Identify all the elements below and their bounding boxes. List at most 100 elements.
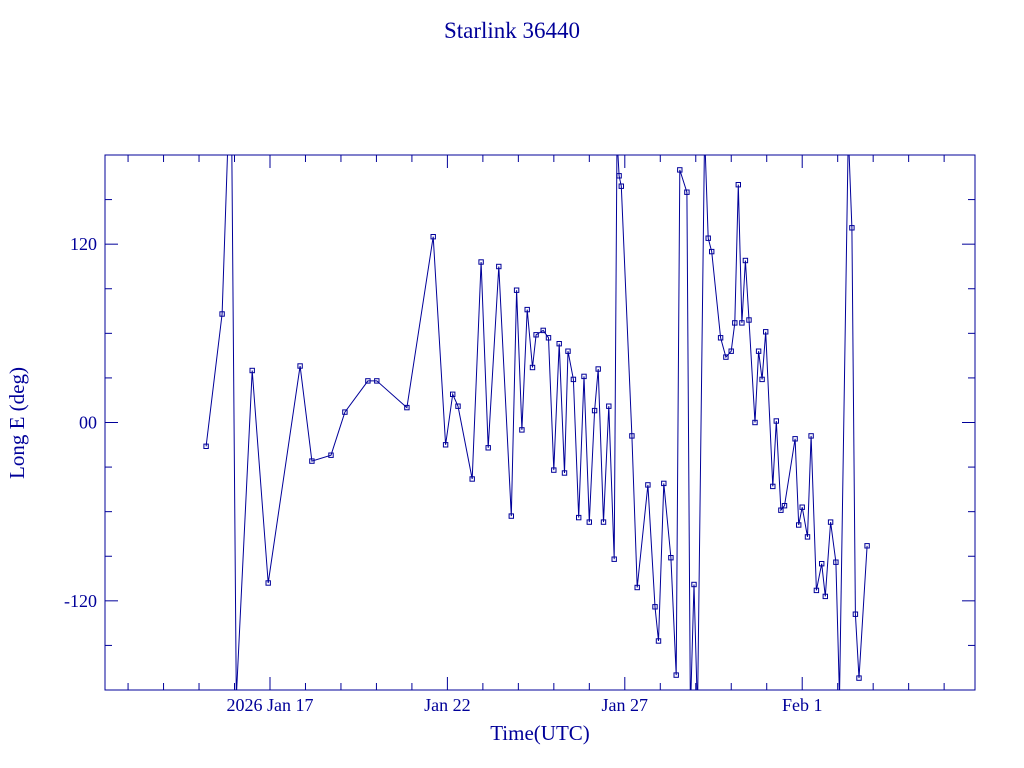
- data-point-marker: [661, 480, 667, 487]
- data-point-marker: [606, 403, 612, 409]
- data-point-marker: [813, 587, 820, 594]
- data-point-marker: [763, 329, 769, 335]
- data-point-marker: [856, 675, 862, 681]
- data-point-marker: [219, 311, 225, 317]
- data-point-marker: [600, 519, 607, 525]
- data-point-marker: [249, 367, 255, 374]
- data-point-marker: [328, 452, 334, 458]
- data-point-marker: [709, 248, 715, 255]
- data-point-marker: [773, 418, 779, 424]
- data-point-marker: [808, 433, 814, 439]
- data-point-marker: [595, 366, 601, 372]
- data-point-marker: [684, 189, 690, 195]
- data-point-marker: [778, 507, 784, 513]
- data-point-marker: [742, 257, 749, 264]
- data-point-marker: [616, 173, 622, 179]
- data-point-marker: [819, 561, 825, 567]
- data-point-marker: [342, 409, 348, 415]
- data-point-marker: [478, 259, 484, 265]
- data-point-marker: [561, 470, 568, 476]
- data-point-marker: [450, 391, 456, 398]
- data-point-marker: [615, 135, 619, 139]
- data-point-marker: [374, 378, 380, 384]
- x-tick-label: Jan 22: [424, 695, 471, 715]
- data-point-marker: [723, 354, 729, 360]
- data-point-marker: [519, 427, 525, 433]
- data-point-marker: [849, 225, 855, 231]
- data-point-marker: [529, 364, 536, 371]
- data-point-marker: [755, 348, 762, 354]
- data-point-marker: [705, 235, 711, 241]
- data-point-marker: [556, 341, 562, 347]
- data-point-marker: [702, 131, 706, 135]
- data-point-marker: [586, 519, 592, 525]
- data-point-marker: [545, 335, 552, 341]
- data-point-marker: [677, 167, 683, 173]
- data-point-marker: [852, 611, 859, 617]
- y-tick-label: 00: [79, 413, 97, 433]
- data-point-marker: [485, 445, 491, 451]
- data-line: [205, 155, 868, 690]
- data-point-marker: [799, 504, 805, 510]
- data-point-marker: [265, 580, 271, 586]
- data-point-marker: [365, 378, 371, 384]
- data-point-marker: [827, 519, 834, 525]
- data-point-marker: [695, 710, 699, 714]
- data-point-marker: [404, 404, 410, 411]
- data-point-marker: [469, 476, 475, 482]
- data-point-marker: [717, 335, 724, 341]
- data-point-marker: [533, 332, 539, 338]
- data-point-marker: [804, 534, 811, 540]
- data-point-marker: [645, 482, 651, 488]
- data-point-marker: [673, 672, 679, 678]
- data-point-marker: [309, 458, 315, 464]
- data-point-marker: [591, 407, 598, 414]
- data-point-marker: [540, 327, 546, 334]
- data-point-marker: [508, 513, 515, 519]
- data-point-marker: [524, 306, 530, 313]
- data-point-marker: [746, 317, 752, 323]
- data-point-marker: [455, 403, 461, 409]
- data-point-marker: [581, 373, 587, 380]
- data-point-marker: [688, 710, 692, 714]
- data-point-marker: [833, 559, 839, 565]
- axes: 2026 Jan 17 Jan 22 Jan 27 Feb 1 120 00 -120: [64, 154, 976, 715]
- data-point-marker: [652, 604, 658, 610]
- x-tick-label: 2026 Jan 17: [226, 695, 313, 715]
- data-point-marker: [732, 320, 738, 326]
- x-tick-label: Jan 27: [602, 695, 649, 715]
- data-point-marker: [735, 182, 741, 188]
- data-point-marker: [442, 442, 449, 448]
- chart-title: Starlink 36440: [444, 18, 580, 43]
- data-point-marker: [822, 593, 828, 600]
- data-point-marker: [655, 638, 662, 644]
- data-point-marker: [565, 348, 571, 354]
- y-tick-label: 120: [70, 234, 97, 254]
- data-point-marker: [570, 376, 577, 383]
- data-point-marker: [796, 522, 802, 528]
- data-point-marker: [792, 436, 798, 442]
- data-point-marker: [781, 503, 788, 509]
- x-tick-label: Feb 1: [782, 695, 823, 715]
- data-point-marker: [513, 287, 520, 293]
- data-point-marker: [430, 234, 436, 240]
- data-point-marker: [739, 320, 745, 326]
- data-point-marker: [752, 419, 758, 426]
- data-point-marker: [691, 581, 697, 588]
- data-point-marker: [634, 584, 640, 591]
- data-point-marker: [297, 363, 303, 369]
- data-point-marker: [551, 467, 557, 473]
- x-axis-label: Time(UTC): [490, 721, 590, 745]
- data-point-marker: [728, 348, 734, 354]
- y-tick-label: -120: [64, 591, 97, 611]
- data-point-marker: [770, 483, 776, 490]
- data-point-marker: [496, 263, 502, 270]
- data-point-marker: [864, 543, 870, 549]
- data-point-marker: [229, 49, 233, 53]
- data-point-marker: [759, 376, 765, 383]
- data-point-marker: [668, 555, 674, 561]
- data-point-marker: [629, 433, 635, 439]
- data-series: [203, 49, 870, 714]
